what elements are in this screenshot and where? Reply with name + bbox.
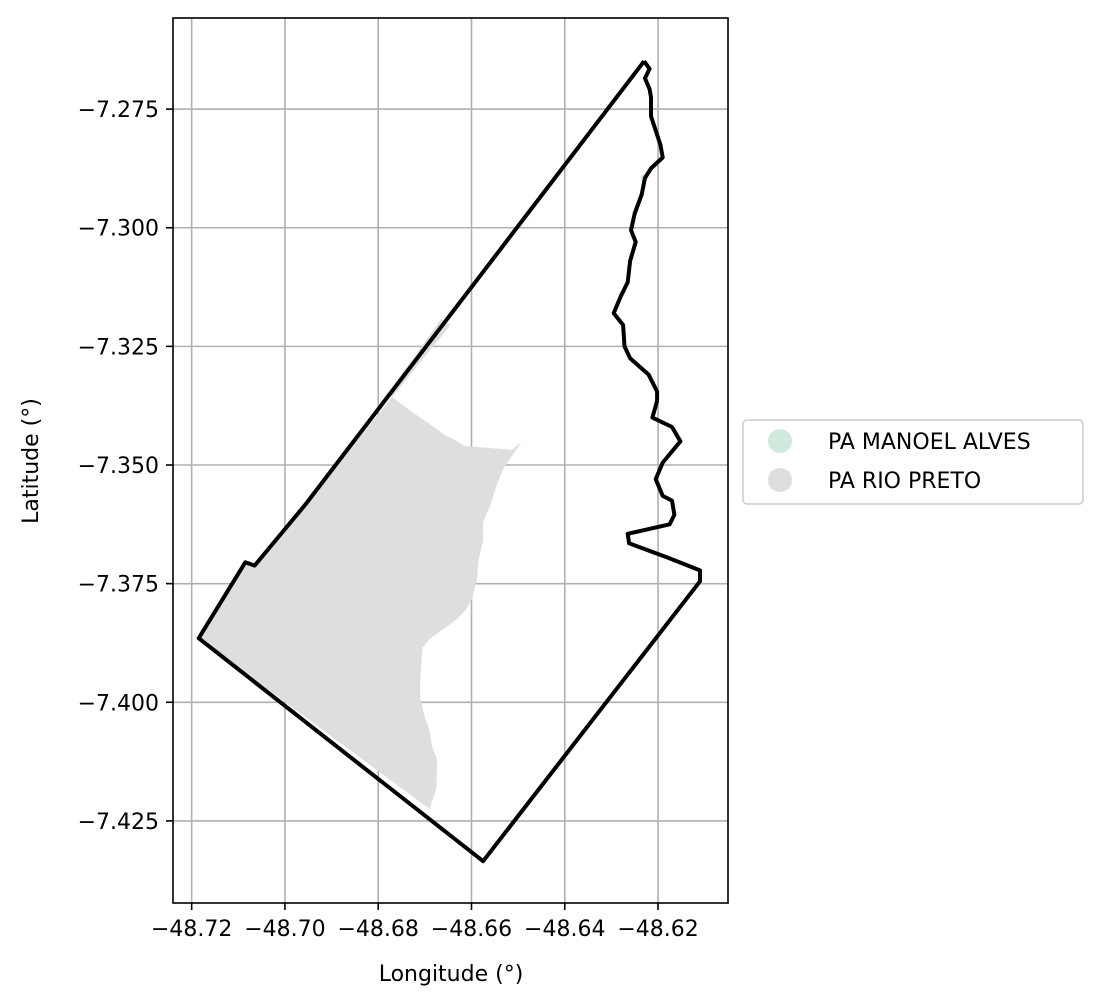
- y-axis-ticks: −7.275 −7.300 −7.325 −7.350 −7.375 −7.400 −7.4…: [78, 98, 173, 835]
- y-axis-label: Latitude (°): [19, 398, 44, 524]
- legend-label-rio-preto: PA RIO PRETO: [828, 469, 981, 494]
- y-tick-label-6: −7.425: [78, 810, 159, 835]
- x-tick-label-2: −48.68: [337, 917, 418, 942]
- x-tick-label-1: −48.70: [244, 917, 325, 942]
- legend-marker-rio-preto: [768, 468, 792, 492]
- x-tick-label-0: −48.72: [151, 917, 232, 942]
- x-tick-label-4: −48.64: [524, 917, 605, 942]
- y-tick-label-4: −7.375: [78, 573, 159, 598]
- x-tick-label-5: −48.62: [617, 917, 698, 942]
- boundary-outline: [196, 59, 702, 864]
- x-axis-ticks: −48.72 −48.70 −48.68 −48.66 −48.64 −48.62: [151, 903, 699, 942]
- y-tick-label-0: −7.275: [78, 98, 159, 123]
- y-tick-label-2: −7.325: [78, 335, 159, 360]
- boundary-outline-group: [196, 59, 702, 864]
- y-tick-label-1: −7.300: [78, 217, 159, 242]
- legend-marker-manoel-alves: [768, 429, 792, 453]
- legend-frame: [742, 419, 1084, 505]
- legend: PA MANOEL ALVES PA RIO PRETO: [742, 419, 1084, 505]
- x-axis-label: Longitude (°): [379, 962, 524, 987]
- y-tick-label-5: −7.400: [78, 691, 159, 716]
- axes-frame: [172, 17, 729, 904]
- y-tick-label-3: −7.350: [78, 454, 159, 479]
- region-pa-rio-preto: [198, 318, 522, 809]
- legend-label-manoel-alves: PA MANOEL ALVES: [828, 430, 1031, 455]
- x-tick-label-3: −48.66: [431, 917, 512, 942]
